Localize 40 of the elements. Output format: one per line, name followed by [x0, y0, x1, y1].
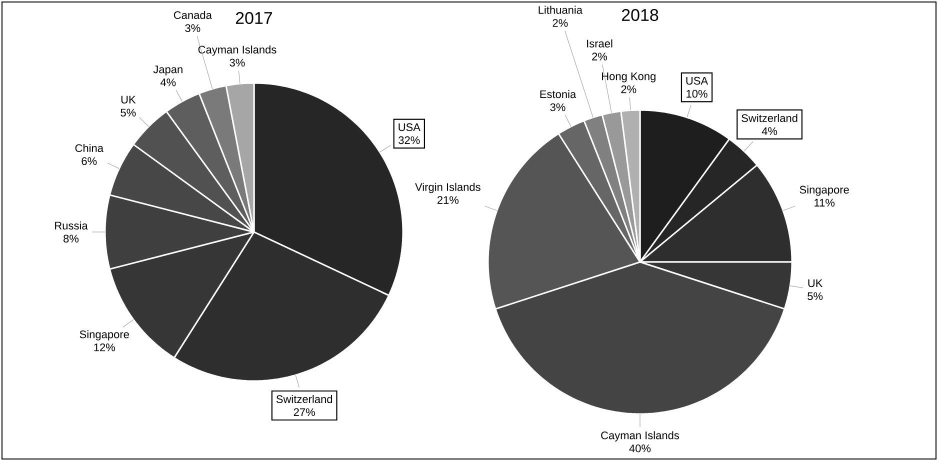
- slice-label: UK: [121, 96, 136, 104]
- data-label: 5%: [808, 292, 823, 300]
- slice-label: Hong Kong: [602, 72, 656, 82]
- slice-label: Singapore: [800, 186, 849, 196]
- data-label: 2%: [621, 85, 636, 94]
- slice-label: Israel: [587, 39, 612, 48]
- slice-label: Lithuania: [538, 6, 583, 14]
- slice-label: Switzerland: [276, 394, 332, 404]
- slice-label: Cayman Islands: [601, 431, 680, 442]
- data-label: 3%: [550, 103, 566, 112]
- slice-label: Virgin Islands: [415, 182, 480, 194]
- slice-label: China: [75, 144, 104, 152]
- slice-label: Russia: [55, 221, 88, 230]
- slice-label: Cayman Islands: [198, 45, 276, 56]
- data-label: 5%: [120, 108, 136, 117]
- data-label: 11%: [814, 198, 835, 207]
- slice-label: Singapore: [80, 330, 129, 340]
- slice-label: Japan: [153, 66, 182, 76]
- data-label: 3%: [185, 24, 200, 32]
- data-label: 4%: [160, 78, 176, 86]
- slice-label: USA: [686, 76, 708, 85]
- data-label: 3%: [230, 58, 245, 67]
- data-label: 4%: [762, 127, 778, 135]
- data-label: 21%: [437, 196, 459, 204]
- data-label: 2%: [592, 52, 608, 60]
- slice-label: USA: [398, 123, 420, 132]
- data-label: 10%: [686, 90, 708, 98]
- data-label: 12%: [94, 343, 116, 352]
- slice-label: Switzerland: [742, 114, 798, 122]
- data-label: 8%: [64, 234, 79, 243]
- data-label: 6%: [82, 157, 97, 166]
- chart-title: 2018: [622, 8, 658, 22]
- chart-title: 2017: [236, 12, 272, 24]
- slice-label: Canada: [174, 10, 212, 20]
- slice-label: UK: [808, 279, 823, 288]
- data-label: 32%: [398, 136, 420, 144]
- data-label: 27%: [294, 408, 315, 416]
- data-label: 40%: [629, 444, 651, 452]
- data-label: 2%: [552, 19, 568, 27]
- slice-label: Estonia: [540, 90, 576, 98]
